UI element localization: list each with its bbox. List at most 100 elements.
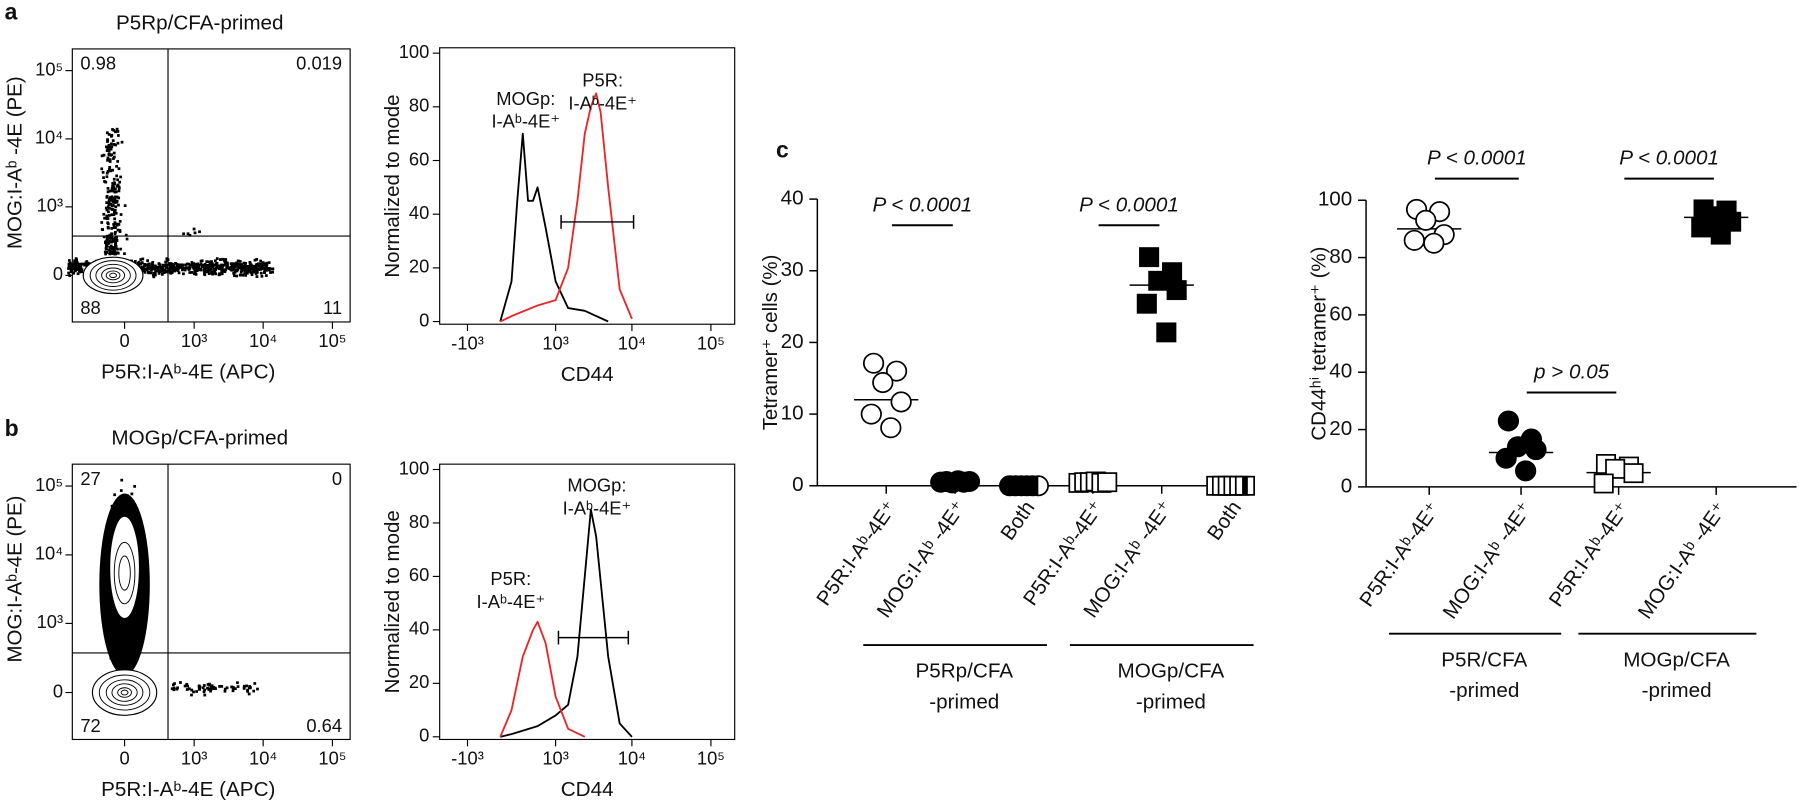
event-dot: [223, 263, 227, 267]
event-dot: [154, 269, 158, 273]
data-point: [1497, 410, 1520, 432]
event-dot: [68, 259, 71, 262]
event-dot: [143, 556, 147, 560]
event-dot: [136, 533, 139, 537]
event-dot: [239, 273, 243, 277]
y-tick-label: 0: [53, 263, 63, 284]
event-dot: [110, 145, 114, 148]
event-dot: [208, 264, 211, 268]
event-dot: [257, 263, 261, 267]
event-dot: [206, 683, 210, 686]
event-dot: [157, 262, 161, 265]
event-dot: [100, 154, 104, 158]
event-dot: [123, 204, 127, 208]
marker-body: [1423, 232, 1445, 254]
event-dot: [192, 690, 195, 694]
event-dot: [257, 268, 261, 271]
event-dot: [231, 267, 234, 270]
x-tick-label: 10³: [542, 748, 569, 769]
contour: [111, 683, 138, 702]
event-dot: [103, 250, 107, 254]
event-dot: [263, 266, 266, 270]
x-tick-label: 0: [119, 748, 129, 769]
event-dot: [165, 259, 169, 262]
event-dot: [116, 160, 120, 163]
event-dot: [218, 685, 221, 688]
y-tick-label: 100: [1318, 188, 1352, 211]
y-tick-label: 60: [409, 148, 429, 169]
event-dot: [185, 682, 189, 686]
marker-body: [1148, 270, 1169, 291]
plot-frame: [71, 48, 351, 323]
event-dot: [110, 153, 114, 157]
event-dot: [123, 509, 126, 513]
event-dot: [105, 237, 109, 240]
marker-half: [1028, 476, 1039, 496]
event-dot: [151, 265, 155, 269]
contour: [120, 689, 129, 696]
event-dot: [182, 272, 185, 276]
y-axis-label: MOG:I-Aᵇ-4E (PE): [3, 496, 26, 663]
histogram-curve: [499, 92, 633, 323]
event-dot: [115, 174, 119, 178]
event-dot: [261, 262, 264, 266]
x-axis-label: P5R:I-Aᵇ-4E (APC): [101, 361, 275, 384]
event-dot: [72, 265, 76, 269]
event-dot: [252, 689, 256, 693]
event-dot: [130, 640, 133, 644]
event-dot: [249, 269, 252, 273]
event-dot: [218, 265, 221, 269]
data-point: [1495, 447, 1517, 469]
event-dot: [238, 266, 242, 270]
event-dot: [110, 142, 113, 146]
category-label: P5R:I-Aᵇ-4E⁺: [1545, 498, 1635, 611]
event-dot: [192, 266, 196, 270]
event-dot: [249, 686, 252, 689]
event-dot: [213, 687, 217, 690]
event-dot: [260, 274, 264, 278]
histogram-curve: [499, 620, 586, 738]
event-dot: [114, 130, 117, 134]
event-dot: [110, 227, 114, 230]
event-dot: [137, 634, 140, 638]
event-dot: [223, 270, 227, 273]
y-tick-label: 10⁵: [35, 474, 63, 495]
event-dot: [141, 257, 145, 261]
y-tick-label: 40: [781, 187, 804, 210]
event-dot: [105, 131, 109, 135]
y-tick-label: 100: [399, 457, 430, 478]
event-dot: [78, 262, 82, 266]
event-dot: [67, 264, 71, 268]
event-dot: [109, 656, 113, 660]
event-dot: [116, 616, 119, 620]
event-dot: [179, 681, 182, 684]
event-dot: [115, 164, 118, 168]
data-point: [1525, 439, 1547, 461]
event-dot: [84, 261, 88, 265]
event-dot: [108, 247, 112, 251]
event-dot: [67, 271, 70, 275]
event-dot: [161, 263, 165, 267]
event-dot: [103, 216, 107, 220]
event-dot: [148, 267, 151, 271]
data-point: [1027, 475, 1049, 497]
event-dot: [123, 252, 126, 256]
event-dot: [116, 628, 119, 632]
event-dot: [114, 211, 118, 215]
histogram-curve: [500, 508, 633, 738]
x-tick-label: -10³: [451, 748, 484, 769]
event-dot: [255, 264, 259, 267]
event-dot: [185, 688, 189, 691]
category-label: MOG:I-Aᵇ -4E⁺: [1634, 498, 1732, 623]
event-dot: [107, 199, 111, 203]
event-dot: [118, 219, 122, 223]
event-dot: [162, 271, 166, 274]
event-dot: [115, 236, 118, 240]
data-point: [1139, 247, 1160, 268]
event-dot: [267, 261, 271, 265]
event-dot: [231, 265, 235, 269]
event-dot: [105, 194, 109, 198]
contour: [117, 687, 132, 698]
x-tick-label: 10³: [181, 330, 208, 351]
event-dot: [267, 268, 271, 272]
